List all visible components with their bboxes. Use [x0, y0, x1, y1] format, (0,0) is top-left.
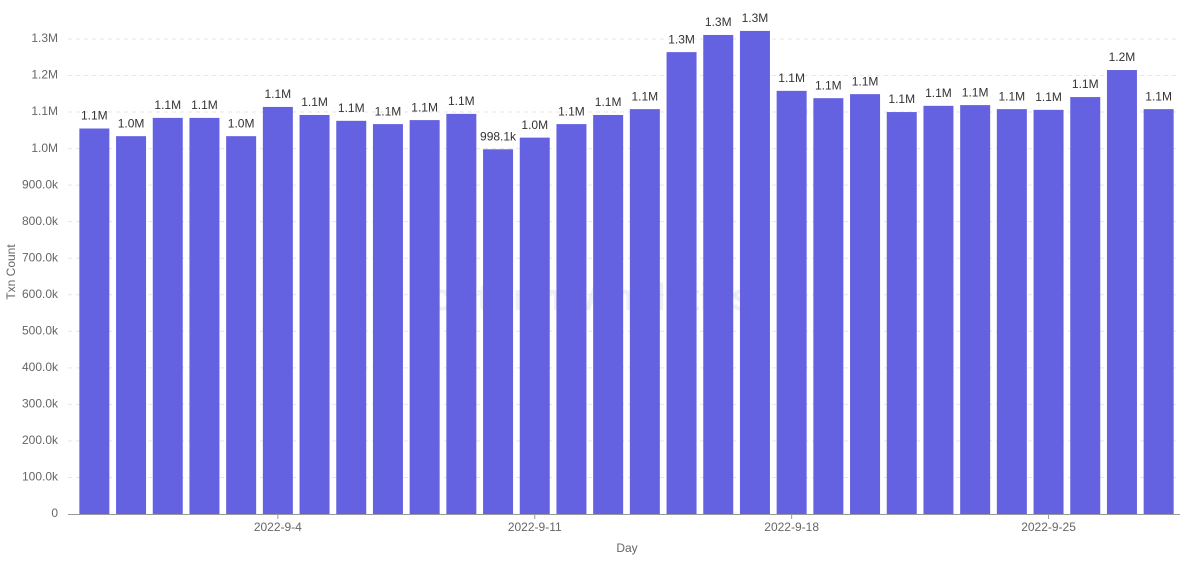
bar: [739, 30, 770, 515]
value-label: 1.1M: [375, 104, 402, 118]
bar: [996, 109, 1027, 514]
bar: [1033, 109, 1064, 514]
bar: [666, 52, 697, 515]
value-label: 1.1M: [1145, 89, 1172, 103]
y-tick-label: 900.0k: [22, 177, 59, 191]
y-tick-label: 500.0k: [22, 323, 59, 337]
x-tick-label: 2022-9-18: [764, 520, 819, 534]
bar: [703, 34, 734, 514]
value-label: 1.2M: [1109, 50, 1136, 64]
bar: [776, 90, 807, 515]
x-tick-label: 2022-9-4: [254, 520, 302, 534]
bar: [372, 124, 403, 515]
bar: [850, 94, 881, 515]
bar: [189, 117, 220, 514]
bar: [556, 124, 587, 515]
bar: [923, 105, 954, 514]
bar: [116, 136, 147, 514]
y-tick-label: 600.0k: [22, 287, 59, 301]
value-label: 1.1M: [1035, 90, 1062, 104]
value-label: 1.3M: [705, 15, 732, 29]
y-tick-label: 1.3M: [31, 31, 58, 45]
value-label: 1.1M: [411, 100, 438, 114]
x-axis-title: Day: [616, 541, 637, 555]
bar: [1070, 97, 1101, 515]
value-label: 1.1M: [81, 109, 108, 123]
y-tick-label: 0: [51, 506, 58, 520]
value-label: 1.1M: [448, 94, 475, 108]
bar: [336, 120, 367, 515]
x-tick-label: 2022-9-11: [508, 520, 562, 534]
y-tick-label: 200.0k: [22, 433, 59, 447]
value-label: 1.1M: [154, 98, 181, 112]
value-label: 1.1M: [632, 89, 659, 103]
value-label: 1.1M: [338, 101, 365, 115]
value-label: 1.1M: [778, 71, 805, 85]
y-tick-label: 400.0k: [22, 360, 59, 374]
value-label: 1.1M: [558, 104, 585, 118]
value-label: 1.3M: [668, 32, 695, 46]
bar: [79, 128, 110, 514]
value-label: 1.0M: [228, 116, 255, 130]
value-label: 1.1M: [815, 78, 842, 92]
y-tick-label: 1.0M: [31, 141, 58, 155]
y-tick-label: 300.0k: [22, 397, 59, 411]
value-label: 1.0M: [521, 118, 548, 132]
y-tick-label: 1.2M: [31, 68, 58, 82]
value-label: 1.3M: [742, 11, 769, 25]
value-label: 1.1M: [265, 87, 292, 101]
value-label: 1.0M: [118, 116, 145, 130]
value-label: 1.1M: [962, 85, 989, 99]
bar: [960, 105, 991, 515]
bar: [152, 117, 183, 514]
bar: [226, 136, 257, 514]
bar: [813, 98, 844, 514]
y-tick-label: 800.0k: [22, 214, 59, 228]
bar: [519, 137, 550, 514]
bar: [446, 113, 477, 514]
bar: [593, 114, 624, 515]
value-label: 998.1k: [480, 129, 517, 143]
bar: [409, 120, 440, 514]
value-label: 1.1M: [301, 95, 328, 109]
value-label: 1.1M: [999, 89, 1026, 103]
y-axis-title: Txn Count: [4, 244, 18, 300]
value-label: 1.1M: [852, 74, 879, 88]
y-tick-label: 1.1M: [31, 104, 58, 118]
bar: [299, 114, 330, 515]
value-label: 1.1M: [595, 95, 622, 109]
bar: [483, 149, 514, 514]
bar: [629, 109, 660, 514]
bar: [1143, 109, 1174, 514]
value-label: 1.1M: [1072, 77, 1099, 91]
bar: [886, 112, 917, 514]
bar: [1106, 70, 1137, 514]
value-label: 1.1M: [191, 98, 218, 112]
bar: [262, 106, 293, 514]
value-label: 1.1M: [888, 92, 915, 106]
y-tick-label: 700.0k: [22, 250, 59, 264]
y-tick-label: 100.0k: [22, 470, 59, 484]
x-tick-label: 2022-9-25: [1021, 520, 1076, 534]
value-label: 1.1M: [925, 86, 952, 100]
